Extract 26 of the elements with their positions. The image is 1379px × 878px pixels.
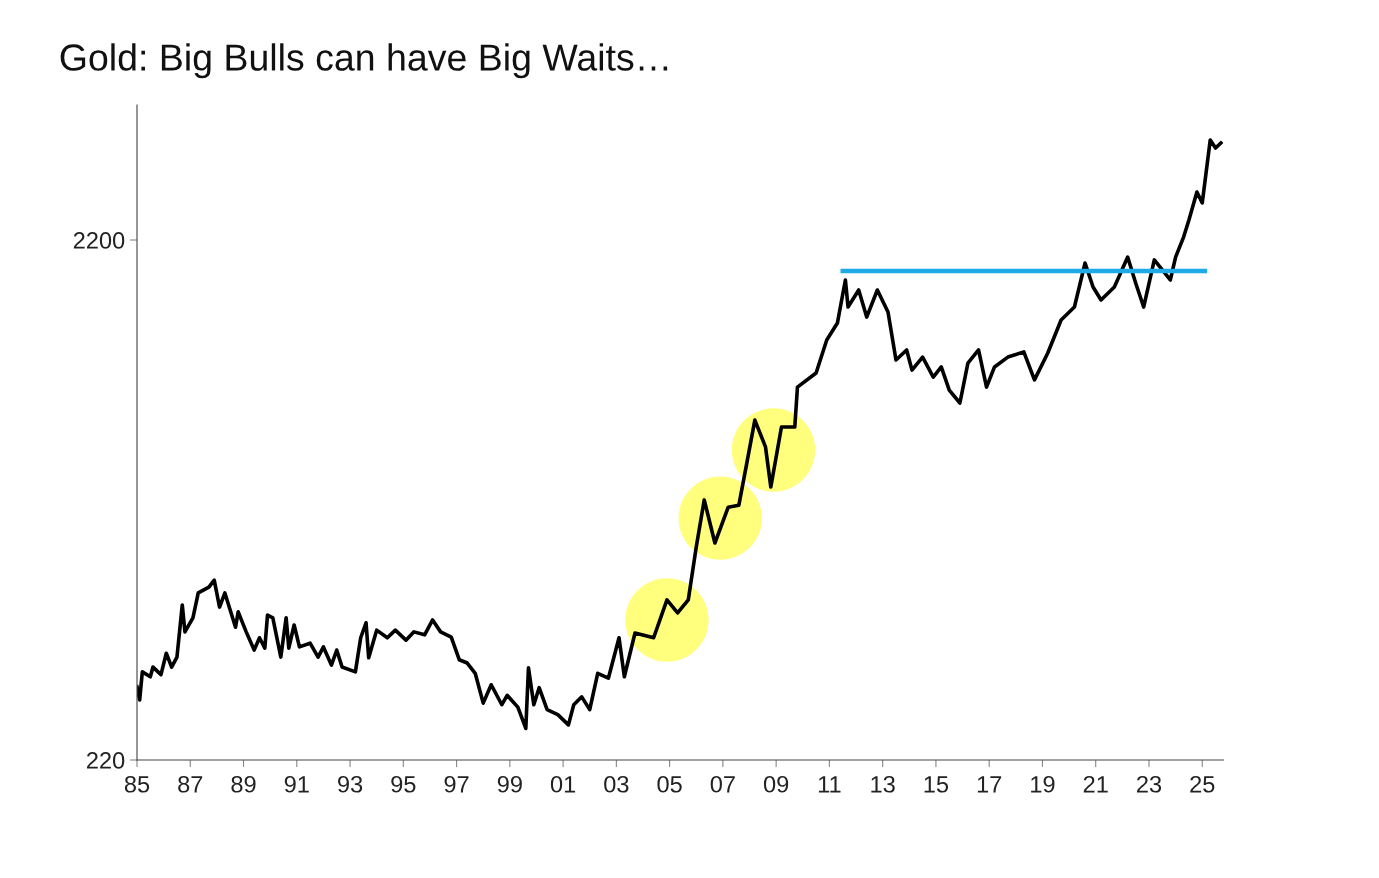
y-tick-label: 2200 bbox=[73, 232, 125, 249]
x-tick-label: 03 bbox=[604, 775, 629, 793]
x-tick-label: 21 bbox=[1083, 775, 1108, 793]
x-tick-label: 19 bbox=[1031, 775, 1055, 793]
chart-title: Gold: Big Bulls can have Big Waits… bbox=[60, 43, 668, 79]
x-tick-label: 97 bbox=[444, 775, 469, 793]
x-tick-label: 93 bbox=[338, 775, 363, 793]
x-tick-label: 07 bbox=[710, 775, 735, 793]
x-tick-label: 89 bbox=[231, 775, 256, 793]
x-tick-label: 91 bbox=[284, 775, 309, 793]
x-tick-label: 01 bbox=[550, 775, 576, 793]
x-tick-label: 17 bbox=[977, 776, 1002, 793]
point bbox=[625, 578, 709, 662]
x-tick-label: 11 bbox=[818, 776, 841, 793]
x-tick-label: 23 bbox=[1137, 775, 1162, 793]
line-series bbox=[137, 138, 1223, 731]
x-tick-label: 13 bbox=[871, 775, 895, 793]
x-tick-label: 87 bbox=[178, 775, 203, 793]
x-tick-label: 15 bbox=[924, 776, 949, 793]
x-tick-label: 25 bbox=[1190, 775, 1215, 793]
y-tick-label: 220 bbox=[86, 752, 125, 769]
x-tick-label: 09 bbox=[763, 775, 789, 793]
x-tick-label: 95 bbox=[391, 775, 416, 793]
x-tick-label: 85 bbox=[124, 775, 150, 793]
x-tick-label: 05 bbox=[657, 775, 682, 793]
x-tick-label: 99 bbox=[497, 775, 522, 793]
